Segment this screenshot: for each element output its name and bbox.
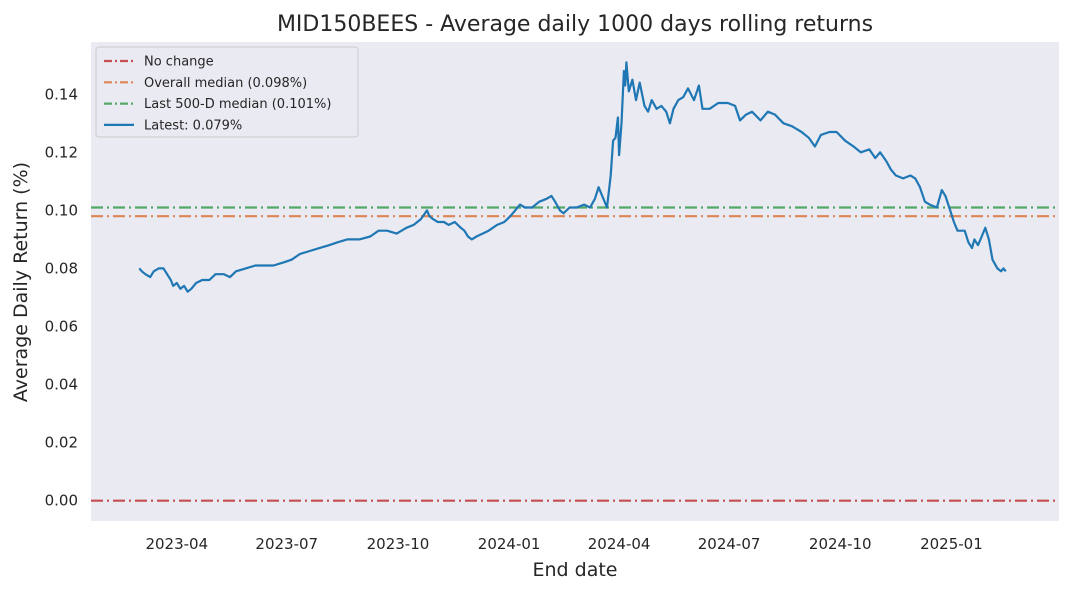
legend-items: No change Overall median (0.098%) Last 500…: [104, 55, 331, 133]
x-tick-label: 2024-01: [478, 535, 541, 553]
x-tick-label: 2023-10: [367, 535, 430, 553]
series-lines: [138, 61, 1007, 293]
y-tick-label: 0.04: [45, 376, 78, 394]
legend-label-0: No change: [144, 55, 214, 70]
legend-label-2: Last 500-D median (0.101%): [144, 97, 331, 112]
x-axis-label: End date: [533, 559, 618, 581]
y-tick-label: 0.08: [45, 259, 78, 277]
series-line-0: [138, 61, 1007, 293]
x-tick-labels: 2023-04 2023-07 2023-10 2024-01 2024-04 2024-…: [145, 535, 982, 553]
legend-label-1: Overall median (0.098%): [144, 76, 307, 91]
y-tick-label: 0.02: [45, 434, 78, 452]
y-tick-label: 0.12: [45, 143, 78, 161]
x-tick-label: 2024-07: [698, 535, 761, 553]
x-tick-label: 2023-07: [255, 535, 318, 553]
x-tick-label: 2025-01: [920, 535, 983, 553]
x-tick-label: 2024-10: [809, 535, 872, 553]
x-tick-label: 2023-04: [145, 535, 208, 553]
y-tick-labels: 0.00 0.02 0.04 0.06 0.08 0.10 0.12 0.14: [45, 85, 78, 509]
legend: No change Overall median (0.098%) Last 500…: [95, 46, 359, 138]
y-tick-label: 0.00: [45, 492, 78, 510]
chart-title: MID150BEES - Average daily 1000 days rol…: [277, 12, 873, 37]
y-tick-label: 0.14: [45, 85, 78, 103]
y-axis-label: Average Daily Return (%): [10, 162, 32, 402]
y-tick-label: 0.06: [45, 317, 78, 335]
legend-box: [95, 46, 359, 138]
x-tick-label: 2024-04: [588, 535, 651, 553]
y-tick-label: 0.10: [45, 201, 78, 219]
legend-label-3: Latest: 0.079%: [144, 118, 242, 133]
